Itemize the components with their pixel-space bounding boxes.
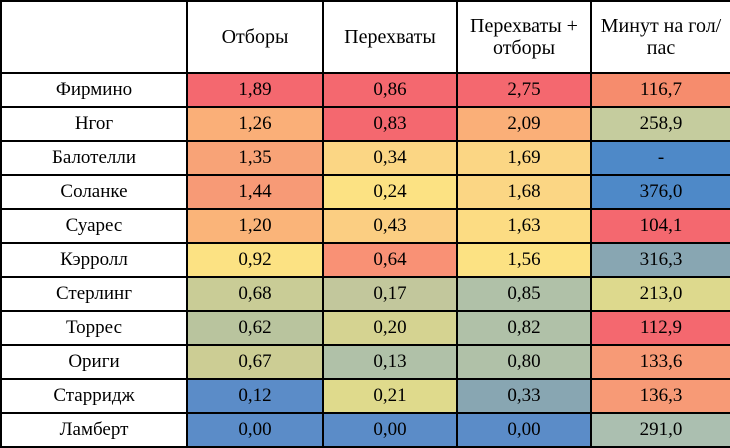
cell-tackles-2: 1,26 [186, 106, 324, 142]
table-row: Старридж 0,12 0,21 0,33 136,3 [0, 378, 730, 414]
cell-minutes-8: 112,9 [590, 310, 730, 346]
column-header-tackles: Отборы [186, 0, 324, 74]
table-row: Ориги 0,67 0,13 0,80 133,6 [0, 344, 730, 380]
row-label-10: Старридж [0, 378, 188, 414]
row-label-8: Торрес [0, 310, 188, 346]
cell-tackles-3: 1,35 [186, 140, 324, 176]
row-label-3: Балотелли [0, 140, 188, 176]
row-label-5: Суарес [0, 208, 188, 244]
row-label-7: Стерлинг [0, 276, 188, 312]
cell-combined-1: 2,75 [456, 72, 592, 108]
cell-tackles-4: 1,44 [186, 174, 324, 210]
cell-tackles-11: 0,00 [186, 412, 324, 448]
cell-combined-3: 1,69 [456, 140, 592, 176]
cell-intercepts-3: 0,34 [322, 140, 458, 176]
cell-combined-8: 0,82 [456, 310, 592, 346]
cell-minutes-7: 213,0 [590, 276, 730, 312]
table-row: Суарес 1,20 0,43 1,63 104,1 [0, 208, 730, 244]
table-row: Нгог 1,26 0,83 2,09 258,9 [0, 106, 730, 142]
table-row: Кэрролл 0,92 0,64 1,56 316,3 [0, 242, 730, 278]
cell-minutes-2: 258,9 [590, 106, 730, 142]
row-label-1: Фирмино [0, 72, 188, 108]
cell-intercepts-2: 0,83 [322, 106, 458, 142]
cell-intercepts-8: 0,20 [322, 310, 458, 346]
cell-intercepts-4: 0,24 [322, 174, 458, 210]
row-label-9: Ориги [0, 344, 188, 380]
cell-tackles-7: 0,68 [186, 276, 324, 312]
cell-minutes-5: 104,1 [590, 208, 730, 244]
table-header: Отборы Перехваты Перехваты + отборы Мину… [0, 0, 730, 74]
table-row: Ламберт 0,00 0,00 0,00 291,0 [0, 412, 730, 448]
cell-intercepts-5: 0,43 [322, 208, 458, 244]
header-corner-cell [0, 0, 188, 74]
table-row: Стерлинг 0,68 0,17 0,85 213,0 [0, 276, 730, 312]
row-label-11: Ламберт [0, 412, 188, 448]
cell-intercepts-9: 0,13 [322, 344, 458, 380]
cell-combined-9: 0,80 [456, 344, 592, 380]
cell-intercepts-1: 0,86 [322, 72, 458, 108]
cell-combined-4: 1,68 [456, 174, 592, 210]
row-label-4: Соланке [0, 174, 188, 210]
cell-minutes-3: - [590, 140, 730, 176]
row-label-2: Нгог [0, 106, 188, 142]
header-row: Отборы Перехваты Перехваты + отборы Мину… [0, 0, 730, 74]
cell-combined-7: 0,85 [456, 276, 592, 312]
cell-combined-6: 1,56 [456, 242, 592, 278]
row-label-6: Кэрролл [0, 242, 188, 278]
cell-minutes-9: 133,6 [590, 344, 730, 380]
cell-minutes-11: 291,0 [590, 412, 730, 448]
column-header-combined: Перехваты + отборы [456, 0, 592, 74]
cell-intercepts-10: 0,21 [322, 378, 458, 414]
table-body: Фирмино 1,89 0,86 2,75 116,7 Нгог 1,26 0,83 2,09… [0, 72, 730, 448]
cell-tackles-6: 0,92 [186, 242, 324, 278]
cell-tackles-1: 1,89 [186, 72, 324, 108]
cell-intercepts-6: 0,64 [322, 242, 458, 278]
table-row: Соланке 1,44 0,24 1,68 376,0 [0, 174, 730, 210]
table-row: Торрес 0,62 0,20 0,82 112,9 [0, 310, 730, 346]
table-row: Балотелли 1,35 0,34 1,69- [0, 140, 730, 176]
column-header-intercepts: Перехваты [322, 0, 458, 74]
cell-intercepts-7: 0,17 [322, 276, 458, 312]
table-row: Фирмино 1,89 0,86 2,75 116,7 [0, 72, 730, 108]
cell-tackles-10: 0,12 [186, 378, 324, 414]
cell-combined-11: 0,00 [456, 412, 592, 448]
cell-intercepts-11: 0,00 [322, 412, 458, 448]
cell-minutes-1: 116,7 [590, 72, 730, 108]
cell-combined-5: 1,63 [456, 208, 592, 244]
cell-tackles-8: 0,62 [186, 310, 324, 346]
cell-minutes-10: 136,3 [590, 378, 730, 414]
cell-tackles-9: 0,67 [186, 344, 324, 380]
cell-minutes-4: 376,0 [590, 174, 730, 210]
cell-combined-2: 2,09 [456, 106, 592, 142]
cell-minutes-6: 316,3 [590, 242, 730, 278]
column-header-minutes: Минут на гол/пас [590, 0, 730, 74]
cell-combined-10: 0,33 [456, 378, 592, 414]
cell-tackles-5: 1,20 [186, 208, 324, 244]
